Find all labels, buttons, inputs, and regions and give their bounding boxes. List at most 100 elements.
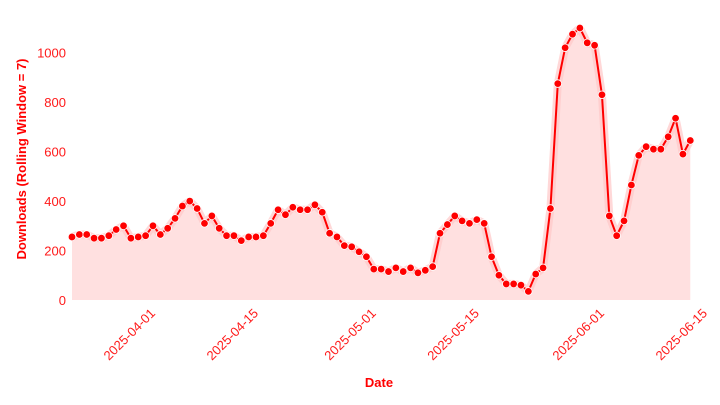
data-points-layer xyxy=(67,23,695,296)
y-tick-label: 800 xyxy=(44,95,66,110)
data-point xyxy=(597,90,607,99)
data-point xyxy=(472,215,482,224)
y-tick-label: 0 xyxy=(59,293,66,308)
data-point xyxy=(457,216,467,226)
data-point xyxy=(560,43,570,52)
y-tick-labels: 0 200 400 600 800 1000 xyxy=(37,46,66,308)
data-point xyxy=(421,266,430,275)
data-point xyxy=(678,149,688,159)
data-point xyxy=(104,231,114,240)
data-point xyxy=(502,279,511,289)
data-point xyxy=(281,210,290,219)
data-point xyxy=(384,267,393,276)
data-point xyxy=(215,224,224,233)
data-point xyxy=(332,232,342,242)
y-tick-label: 600 xyxy=(44,145,66,160)
data-point xyxy=(435,229,445,238)
data-point xyxy=(524,287,533,296)
data-point xyxy=(656,144,666,154)
data-point xyxy=(347,242,356,252)
data-point xyxy=(119,221,128,231)
data-point xyxy=(310,200,320,209)
x-tick-label: 2025-05-15 xyxy=(424,306,482,364)
x-tick-label: 2025-06-01 xyxy=(549,306,607,364)
y-axis-title: Downloads (Rolling Window = 7) xyxy=(14,58,29,259)
data-point xyxy=(413,268,423,277)
area-fill-layer xyxy=(72,28,691,300)
x-tick-labels: 2025-04-01 2025-04-15 2025-05-01 2025-05-15… xyxy=(100,306,710,364)
data-point xyxy=(516,280,526,290)
data-point xyxy=(141,231,150,240)
data-point xyxy=(590,41,599,50)
data-point xyxy=(479,219,489,228)
data-point xyxy=(237,236,246,245)
data-point xyxy=(487,252,496,261)
data-point xyxy=(185,196,194,206)
data-point xyxy=(362,252,371,261)
data-point xyxy=(612,231,621,240)
data-point xyxy=(605,211,614,221)
data-point xyxy=(156,230,165,239)
data-point xyxy=(509,279,518,289)
data-point xyxy=(126,233,136,243)
data-point xyxy=(163,224,172,233)
data-point xyxy=(619,216,629,226)
data-point xyxy=(376,264,386,274)
data-point xyxy=(340,241,349,250)
data-point xyxy=(207,211,217,221)
data-point xyxy=(531,269,540,279)
data-point xyxy=(200,219,209,228)
data-point xyxy=(89,233,99,243)
y-tick-label: 400 xyxy=(44,194,66,209)
data-point xyxy=(568,29,577,39)
data-point xyxy=(251,232,261,242)
data-point xyxy=(134,232,143,242)
data-point xyxy=(686,136,695,145)
data-point xyxy=(148,221,158,231)
data-point xyxy=(222,231,231,240)
data-point xyxy=(391,263,401,273)
data-point xyxy=(538,263,548,273)
data-point xyxy=(318,208,327,217)
data-point xyxy=(192,204,202,213)
data-point xyxy=(303,205,312,214)
data-point xyxy=(443,220,452,229)
y-tick-label: 200 xyxy=(44,244,66,259)
data-point xyxy=(428,262,437,271)
data-point xyxy=(82,230,91,239)
data-point xyxy=(583,38,592,48)
data-point xyxy=(229,231,239,240)
data-point xyxy=(75,230,84,239)
data-point xyxy=(97,233,106,243)
x-tick-label: 2025-04-15 xyxy=(204,306,262,364)
data-point xyxy=(259,231,268,240)
data-point xyxy=(546,204,555,213)
data-point xyxy=(649,144,658,154)
x-tick-label: 2025-06-15 xyxy=(652,306,710,364)
data-point xyxy=(369,264,378,274)
data-point xyxy=(273,205,283,214)
data-point xyxy=(406,263,415,273)
data-point xyxy=(641,142,651,151)
data-point xyxy=(399,267,408,276)
data-point xyxy=(663,132,673,141)
data-point xyxy=(111,225,121,234)
data-point xyxy=(244,232,253,242)
data-point xyxy=(354,247,364,256)
data-point xyxy=(325,229,334,238)
data-point xyxy=(634,151,643,160)
data-point xyxy=(170,214,180,223)
data-point xyxy=(575,23,585,33)
area-fill xyxy=(72,28,691,300)
data-point xyxy=(553,79,562,88)
x-tick-label: 2025-05-01 xyxy=(321,306,379,364)
data-point xyxy=(295,205,305,214)
data-point xyxy=(67,232,77,242)
data-point xyxy=(627,180,636,190)
x-axis-title: Date xyxy=(365,375,393,390)
data-point xyxy=(465,219,474,228)
data-point xyxy=(450,211,459,221)
data-point xyxy=(671,114,680,123)
data-point xyxy=(266,219,275,228)
